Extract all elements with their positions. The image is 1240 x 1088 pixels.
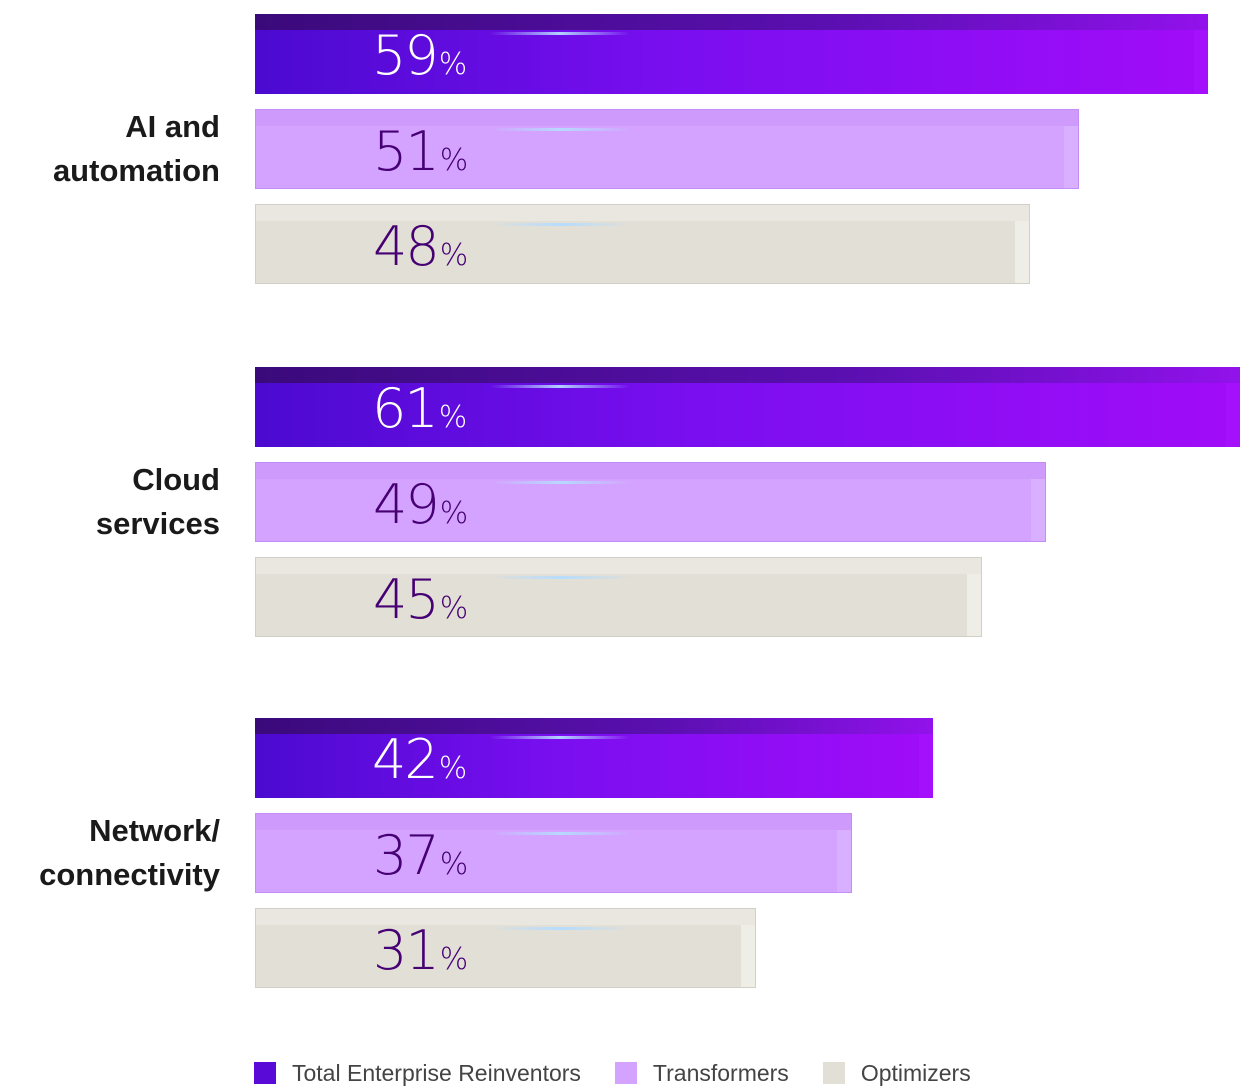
data-label-value: 42 <box>372 728 439 791</box>
bar-shade <box>256 814 851 830</box>
data-label: 61% <box>372 377 467 447</box>
category-label: Network/ connectivity <box>39 813 220 892</box>
data-label-value: 45 <box>373 568 440 631</box>
legend-swatch <box>254 1062 276 1084</box>
bar-edge <box>1031 479 1045 541</box>
bar-shade <box>256 463 1045 479</box>
bar-1-0: 51% <box>255 109 1079 189</box>
data-label: 45% <box>373 568 469 636</box>
data-label: 42% <box>372 728 467 798</box>
data-label-value: 31 <box>373 919 440 982</box>
legend: Total Enterprise Reinventors Transformer… <box>254 1058 1005 1088</box>
bar-edge <box>1015 221 1029 283</box>
legend-swatch <box>822 1062 845 1084</box>
legend-swatch <box>614 1062 637 1084</box>
bar-glint <box>491 481 631 484</box>
bar-glint <box>491 576 631 579</box>
bar-shade <box>255 367 1240 383</box>
bar-shade <box>256 205 1029 221</box>
data-label-percent: % <box>439 942 469 977</box>
bar-edge <box>1194 30 1208 94</box>
bar-shade <box>255 718 933 734</box>
bar-2-1: 45% <box>255 557 982 637</box>
bar-edge <box>1226 383 1240 447</box>
data-label-value: 59 <box>372 24 439 87</box>
data-label-value: 61 <box>372 377 439 440</box>
category-label: AI and automation <box>52 109 220 188</box>
legend-item-transformers: Transformers <box>614 1059 789 1087</box>
bar-edge <box>837 830 851 892</box>
data-label: 31% <box>373 919 469 987</box>
legend-item-reinventors: Total Enterprise Reinventors <box>254 1060 581 1087</box>
bar-1-1: 49% <box>255 462 1046 542</box>
data-label-percent: % <box>438 47 468 82</box>
bar-glint <box>490 736 630 739</box>
data-label-value: 49 <box>373 473 440 536</box>
bar-glint <box>490 32 630 35</box>
data-label-value: 48 <box>373 215 440 278</box>
data-label-percent: % <box>439 591 469 626</box>
data-label-percent: % <box>439 496 469 531</box>
bar-edge <box>741 925 755 987</box>
bar-shade <box>255 14 1208 30</box>
bar-0-2: 42% <box>255 718 933 798</box>
bar-2-0: 48% <box>255 204 1030 284</box>
data-label: 59% <box>372 24 467 94</box>
legend-label: Optimizers <box>860 1059 971 1086</box>
data-label: 48% <box>373 215 469 283</box>
bar-glint <box>491 832 631 835</box>
legend-label: Transformers <box>652 1059 789 1086</box>
bar-0-0: 59% <box>255 14 1208 94</box>
data-label-percent: % <box>438 751 468 786</box>
data-label-percent: % <box>439 238 469 273</box>
category-label: Cloud services <box>95 462 220 541</box>
legend-item-optimizers: Optimizers <box>822 1059 971 1087</box>
data-label: 49% <box>373 473 469 541</box>
bar-shade <box>256 110 1078 126</box>
data-label-percent: % <box>439 143 469 178</box>
bar-shade <box>256 909 755 925</box>
bar-edge <box>1064 126 1078 188</box>
bar-shade <box>256 558 981 574</box>
data-label: 37% <box>373 824 469 892</box>
legend-label: Total Enterprise Reinventors <box>292 1059 581 1086</box>
data-label-value: 51 <box>373 120 440 183</box>
bar-glint <box>491 223 631 226</box>
bar-glint <box>490 385 630 388</box>
bar-1-2: 37% <box>255 813 852 893</box>
bar-2-2: 31% <box>255 908 756 988</box>
bar-glint <box>491 927 631 930</box>
bar-edge <box>967 574 981 636</box>
data-label: 51% <box>373 120 469 188</box>
data-label-percent: % <box>439 847 469 882</box>
bar-glint <box>491 128 631 131</box>
data-label-percent: % <box>438 400 468 435</box>
bar-edge <box>919 734 933 798</box>
data-label-value: 37 <box>373 824 440 887</box>
bar-0-1: 61% <box>255 367 1240 447</box>
